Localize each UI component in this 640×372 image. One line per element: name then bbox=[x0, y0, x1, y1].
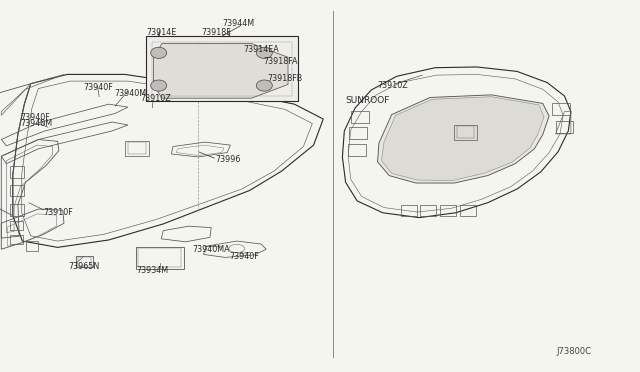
Bar bbox=[146, 36, 298, 101]
Bar bbox=[26, 241, 38, 251]
Ellipse shape bbox=[151, 80, 166, 91]
Ellipse shape bbox=[257, 47, 273, 58]
Text: 73918FA: 73918FA bbox=[264, 57, 298, 66]
Bar bbox=[125, 141, 149, 156]
Bar bbox=[440, 205, 456, 216]
Text: 73914E: 73914E bbox=[147, 28, 177, 37]
Bar bbox=[457, 126, 474, 138]
Text: 73910Z: 73910Z bbox=[141, 94, 172, 103]
Bar bbox=[348, 144, 366, 156]
Text: 73934M: 73934M bbox=[136, 266, 168, 275]
Text: 73910Z: 73910Z bbox=[378, 81, 408, 90]
Polygon shape bbox=[381, 97, 544, 180]
Bar bbox=[460, 205, 476, 216]
Bar bbox=[138, 248, 181, 267]
Bar bbox=[10, 235, 23, 244]
Ellipse shape bbox=[151, 47, 166, 58]
Text: 73996: 73996 bbox=[216, 155, 241, 164]
Text: 73944M: 73944M bbox=[223, 19, 255, 28]
Bar bbox=[76, 256, 93, 267]
Polygon shape bbox=[154, 44, 288, 98]
Bar bbox=[136, 247, 184, 269]
Bar bbox=[351, 111, 369, 123]
Text: 73914EA: 73914EA bbox=[243, 45, 279, 54]
Text: 73940MA: 73940MA bbox=[192, 245, 230, 254]
Bar bbox=[401, 205, 417, 216]
Bar bbox=[349, 127, 367, 139]
Bar bbox=[128, 142, 146, 154]
Text: 73918F: 73918F bbox=[202, 28, 231, 37]
Text: 73910F: 73910F bbox=[44, 208, 73, 217]
Text: 73940F: 73940F bbox=[229, 252, 259, 261]
Bar bbox=[152, 42, 292, 96]
Bar bbox=[556, 121, 573, 133]
Text: 73918FB: 73918FB bbox=[268, 74, 303, 83]
Bar bbox=[78, 257, 91, 266]
Text: SUNROOF: SUNROOF bbox=[346, 96, 390, 105]
Ellipse shape bbox=[257, 80, 273, 91]
Bar bbox=[10, 204, 24, 216]
Polygon shape bbox=[378, 95, 549, 183]
Bar bbox=[10, 185, 24, 196]
Bar bbox=[420, 205, 436, 216]
Text: 73940F: 73940F bbox=[20, 113, 50, 122]
Text: 73965N: 73965N bbox=[68, 262, 100, 271]
Bar bbox=[552, 103, 570, 115]
Bar bbox=[10, 221, 23, 230]
Text: 73940F: 73940F bbox=[83, 83, 113, 92]
Bar bbox=[10, 166, 24, 178]
Bar bbox=[454, 125, 477, 140]
Text: 73940M: 73940M bbox=[20, 119, 52, 128]
Text: 73940M: 73940M bbox=[114, 89, 146, 97]
Text: J73800C: J73800C bbox=[557, 347, 592, 356]
